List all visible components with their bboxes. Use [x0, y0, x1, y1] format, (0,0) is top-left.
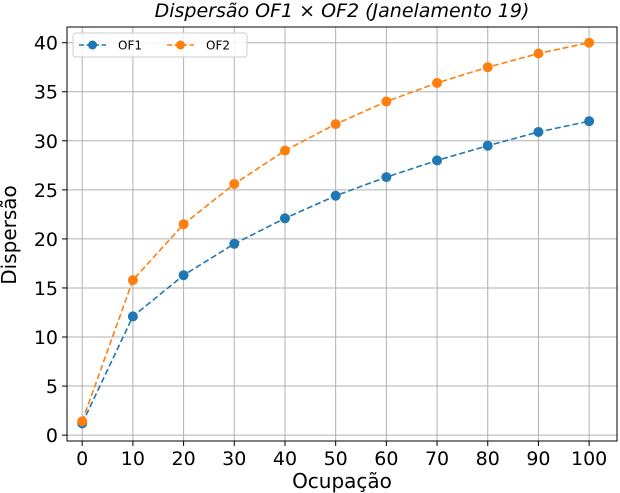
data-point: [432, 77, 443, 88]
x-tick-label: 90: [526, 448, 550, 470]
series-of2: [77, 37, 595, 427]
legend-entry: OF1: [79, 39, 142, 53]
data-point: [229, 178, 240, 189]
y-tick-label: 0: [46, 425, 58, 447]
x-tick-label: 10: [121, 448, 145, 470]
data-point: [330, 190, 341, 201]
x-tick-label: 40: [273, 448, 297, 470]
y-tick-label: 10: [34, 327, 58, 349]
data-point: [127, 311, 138, 322]
data-point: [330, 119, 341, 130]
series-layer: [77, 37, 595, 429]
data-point: [584, 37, 595, 48]
x-tick-label: 70: [425, 448, 449, 470]
plot-frame: [66, 26, 618, 442]
x-tick-label: 20: [171, 448, 195, 470]
x-tick-label: 50: [324, 448, 348, 470]
data-point: [533, 48, 544, 59]
legend-box: [72, 32, 248, 58]
data-point: [77, 416, 88, 427]
x-tick-label: 60: [374, 448, 398, 470]
legend-label: OF1: [118, 39, 142, 53]
chart-title: Dispersão OF1 × OF2 (Janelamento 19): [155, 0, 530, 22]
data-point: [229, 238, 240, 249]
x-tick-label: 80: [476, 448, 500, 470]
y-tick-label: 20: [34, 229, 58, 251]
y-tick-label: 5: [46, 376, 58, 398]
data-point: [381, 172, 392, 183]
data-point: [533, 126, 544, 137]
data-point: [432, 155, 443, 166]
data-point: [178, 219, 189, 230]
data-point: [584, 116, 595, 127]
legend-entry: OF2: [167, 39, 230, 53]
x-tick-label: 30: [222, 448, 246, 470]
data-point: [381, 96, 392, 107]
data-point: [482, 62, 493, 73]
x-tick-label: 100: [571, 448, 607, 470]
legend-label: OF2: [206, 39, 230, 53]
data-point: [482, 140, 493, 151]
y-tick-label: 25: [34, 180, 58, 202]
x-tick-label: 0: [76, 448, 88, 470]
data-point: [127, 275, 138, 286]
axis-ticks: 0 10 20 30 40 50 60 70 80 90 100 0 5 10 15 20 25 30 35 40: [34, 33, 607, 470]
y-tick-label: 35: [34, 82, 58, 104]
data-point: [279, 213, 290, 224]
y-axis-label: Dispersão: [0, 185, 21, 285]
legend-marker: [176, 40, 185, 50]
legend-marker: [88, 40, 97, 50]
x-axis-label: Ocupação: [292, 469, 392, 493]
y-tick-label: 40: [34, 33, 58, 55]
legend: OF1 OF2: [72, 32, 248, 58]
data-point: [178, 270, 189, 281]
data-point: [279, 145, 290, 156]
y-tick-label: 15: [34, 278, 58, 300]
grid: [67, 27, 617, 441]
y-tick-label: 30: [34, 131, 58, 153]
